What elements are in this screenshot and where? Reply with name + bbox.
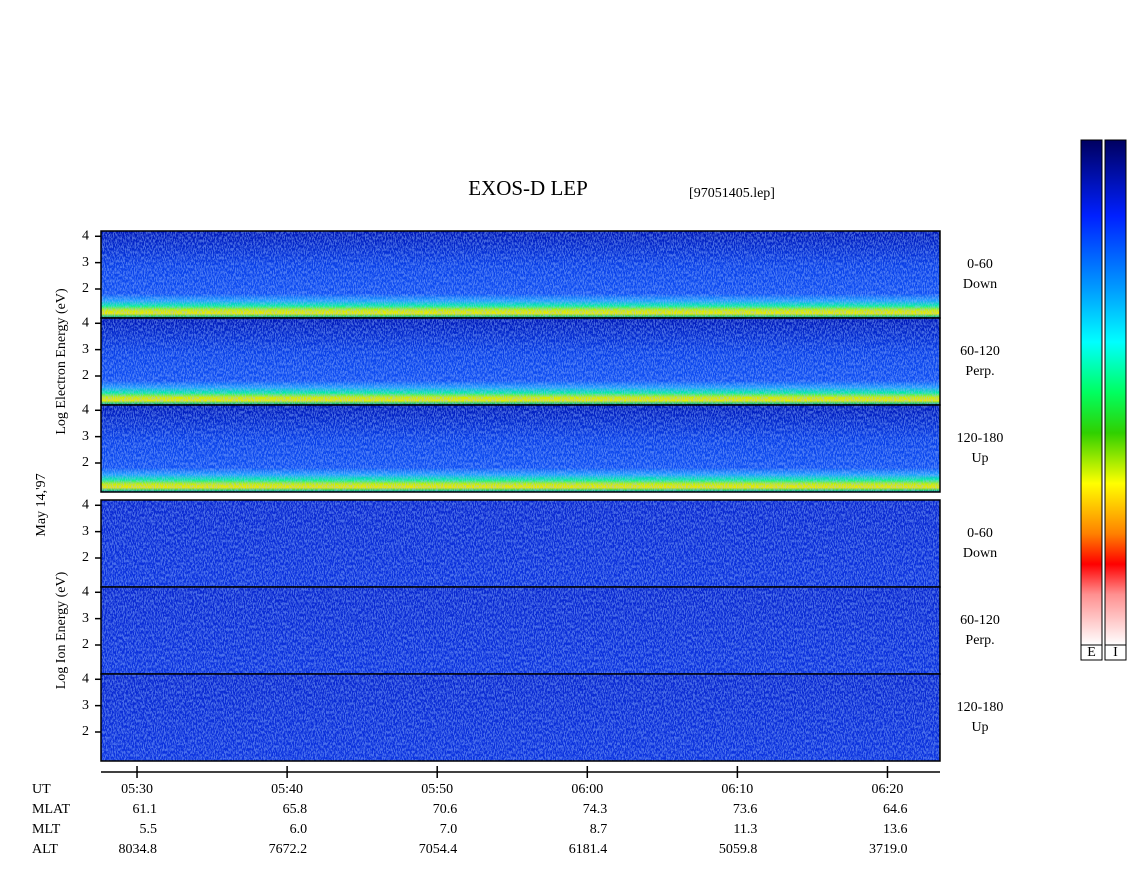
ephemeris-value: 7054.4: [419, 842, 458, 857]
speckle: [101, 674, 940, 761]
ephemeris-value: 7672.2: [269, 842, 308, 857]
panel-label: 60-120: [960, 344, 1000, 359]
y-tick-label: 4: [82, 315, 89, 330]
ephemeris-value: 64.6: [883, 802, 908, 817]
ephemeris-value: 5.5: [140, 822, 158, 837]
ephemeris-value: 61.1: [133, 802, 158, 817]
ephemeris-value: 74.3: [583, 802, 608, 817]
y-tick-label: 2: [82, 281, 89, 296]
ephemeris-value: 6181.4: [569, 842, 608, 857]
x-tick-label: 05:40: [271, 782, 303, 797]
date-label: May 14,'97: [34, 473, 49, 536]
panel-label: Perp.: [965, 633, 994, 648]
x-tick-label: 06:00: [571, 782, 603, 797]
panel-label: Up: [971, 451, 988, 466]
ephemeris-value: 3719.0: [869, 842, 908, 857]
ephemeris-value: 7.0: [440, 822, 458, 837]
x-tick-label: 06:20: [872, 782, 904, 797]
x-tick-label: 05:50: [421, 782, 453, 797]
ephemeris-value: 11.3: [733, 822, 757, 837]
y-tick-label: 4: [82, 671, 89, 686]
y-tick-label: 4: [82, 584, 89, 599]
row-name: MLAT: [32, 802, 71, 817]
ephemeris-value: 6.0: [290, 822, 308, 837]
ephemeris-value: 13.6: [883, 822, 908, 837]
y-tick-label: 2: [82, 455, 89, 470]
y-tick-label: 3: [82, 524, 89, 539]
y-tick-label: 3: [82, 342, 89, 357]
chart-subtitle: [97051405.lep]: [689, 186, 775, 201]
panel-label: 120-180: [957, 431, 1004, 446]
y-tick-label: 4: [82, 497, 89, 512]
ephemeris-value: 65.8: [283, 802, 308, 817]
x-tick-label: 06:10: [721, 782, 753, 797]
y-tick-label: 3: [82, 698, 89, 713]
speckle: [101, 318, 940, 405]
panel-label: 0-60: [967, 526, 993, 541]
colorbar-label-box: [1080, 644, 1103, 661]
panel-label: 60-120: [960, 613, 1000, 628]
colorbar: [1080, 139, 1103, 646]
row-name: MLT: [32, 822, 61, 837]
y-tick-label: 2: [82, 724, 89, 739]
y-tick-label: 3: [82, 611, 89, 626]
speckle: [101, 500, 940, 587]
y-tick-label: 3: [82, 255, 89, 270]
y-tick-label: 4: [82, 228, 89, 243]
y-tick-label: 2: [82, 368, 89, 383]
panel-label: 120-180: [957, 700, 1004, 715]
panel-label: Perp.: [965, 364, 994, 379]
ephemeris-value: 8.7: [590, 822, 608, 837]
speckle: [101, 587, 940, 674]
panel-label: Down: [963, 277, 997, 292]
y-tick-label: 4: [82, 402, 89, 417]
x-tick-label: 05:30: [121, 782, 153, 797]
ephemeris-value: 70.6: [433, 802, 458, 817]
row-name: UT: [32, 782, 51, 797]
y-tick-label: 2: [82, 637, 89, 652]
row-name: ALT: [32, 842, 58, 857]
panel-label: Down: [963, 546, 997, 561]
colorbar: [1104, 139, 1127, 646]
chart-title: EXOS-D LEP: [468, 176, 588, 200]
y-axis-label: Log Electron Energy (eV): [54, 288, 69, 435]
speckle: [101, 405, 940, 492]
y-axis-label: Log Ion Energy (eV): [54, 571, 69, 689]
panel-border: [100, 404, 941, 493]
panel-border: [100, 673, 941, 762]
colorbar-label: E: [1087, 645, 1096, 660]
panel-label: Up: [971, 720, 988, 735]
speckle: [101, 231, 940, 318]
panel-label: 0-60: [967, 257, 993, 272]
y-tick-label: 2: [82, 550, 89, 565]
colorbar-label: I: [1113, 645, 1118, 660]
ephemeris-value: 5059.8: [719, 842, 758, 857]
ephemeris-value: 73.6: [733, 802, 758, 817]
colorbar-label-box: [1104, 644, 1127, 661]
y-tick-label: 3: [82, 429, 89, 444]
ephemeris-value: 8034.8: [119, 842, 158, 857]
